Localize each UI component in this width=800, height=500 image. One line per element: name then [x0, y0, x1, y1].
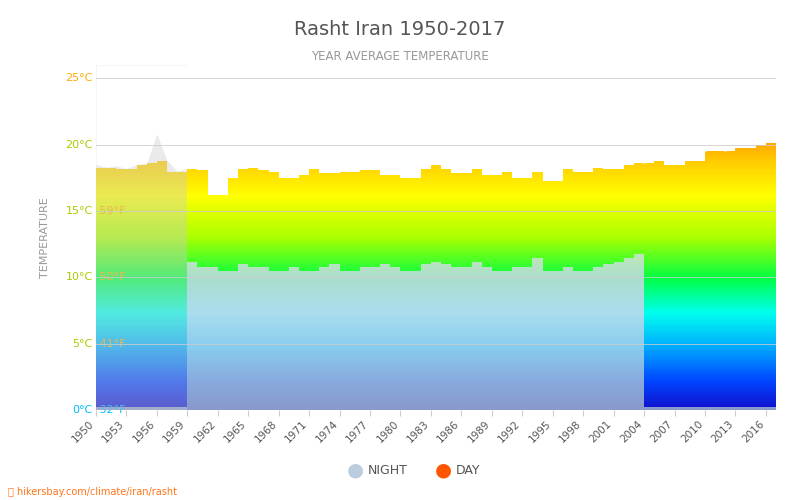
Text: 41°F: 41°F [96, 338, 126, 348]
Text: 10°C: 10°C [66, 272, 93, 282]
Text: 32°F: 32°F [96, 405, 126, 415]
Text: 0°C: 0°C [72, 405, 93, 415]
Text: 50°F: 50°F [96, 272, 126, 282]
Text: 25°C: 25°C [66, 74, 93, 84]
Text: TEMPERATURE: TEMPERATURE [40, 197, 50, 278]
Text: YEAR AVERAGE TEMPERATURE: YEAR AVERAGE TEMPERATURE [311, 50, 489, 63]
Text: 🌐 hikersbay.com/climate/iran/rasht: 🌐 hikersbay.com/climate/iran/rasht [8, 487, 177, 497]
Text: DAY: DAY [456, 464, 481, 476]
Text: ●: ● [347, 460, 364, 479]
Text: ●: ● [435, 460, 452, 479]
Text: 20°C: 20°C [66, 140, 93, 149]
Text: 77°F: 77°F [96, 74, 126, 84]
Text: 59°F: 59°F [96, 206, 126, 216]
Text: 15°C: 15°C [66, 206, 93, 216]
Text: 68°F: 68°F [96, 140, 126, 149]
Text: Rasht Iran 1950-2017: Rasht Iran 1950-2017 [294, 20, 506, 39]
Text: 5°C: 5°C [72, 338, 93, 348]
Text: NIGHT: NIGHT [368, 464, 408, 476]
